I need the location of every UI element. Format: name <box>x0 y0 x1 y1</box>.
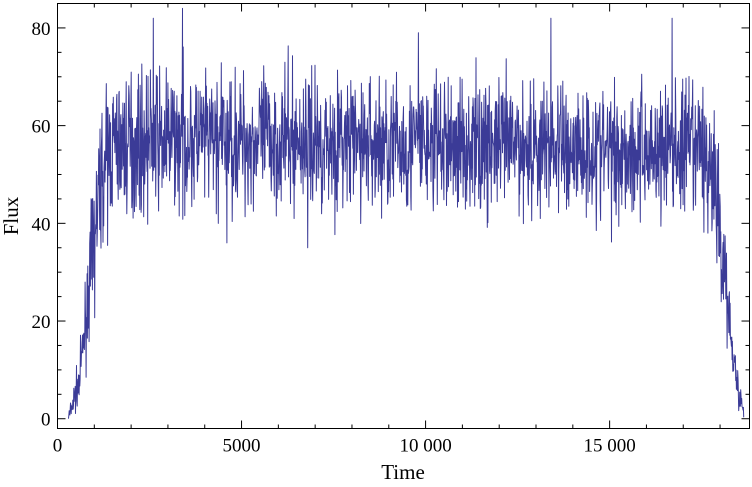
x-tick-label: 5000 <box>223 436 261 457</box>
tick-labels: 0 5000 10 000 15 000 0 20 40 60 80 <box>32 19 636 457</box>
x-axis-title: Time <box>381 460 425 484</box>
x-tick-label: 15 000 <box>584 436 636 457</box>
x-tick-label: 10 000 <box>399 436 451 457</box>
plot-frame <box>57 3 750 429</box>
y-axis-title: Flux <box>0 196 23 235</box>
axis-ticks <box>57 3 750 429</box>
y-tick-label: 0 <box>41 410 51 431</box>
flux-series-line <box>68 7 745 419</box>
x-tick-label: 0 <box>53 436 63 457</box>
y-tick-label: 60 <box>32 117 51 138</box>
y-tick-label: 20 <box>32 312 51 333</box>
y-tick-label: 40 <box>32 214 51 235</box>
y-tick-label: 80 <box>32 19 51 40</box>
series-layer <box>68 7 745 419</box>
